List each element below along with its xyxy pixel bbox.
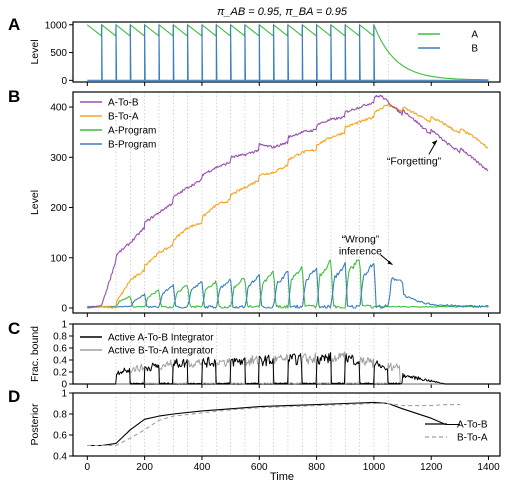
y-tick-label: 0.6 <box>53 344 67 355</box>
y-tick-label: 0.6 <box>53 431 67 442</box>
y-tick-label: 0.4 <box>53 452 67 463</box>
plot-frame <box>72 323 501 385</box>
plot-frame <box>72 392 501 457</box>
x-tick-label: 1400 <box>477 462 500 473</box>
x-tick-label: 600 <box>251 462 268 473</box>
panel-letter-D: D <box>8 387 20 406</box>
legend-label: A <box>471 30 478 41</box>
y-axis-label: Level <box>29 39 41 64</box>
panel-letter-A: A <box>8 15 20 34</box>
plot-frame <box>72 91 501 314</box>
figure-title: π_AB = 0.95, π_BA = 0.95 <box>217 6 348 18</box>
panel-D: D 0.4 0.6 0.8 1 Posterior 0 200 400 600 800 1000 12… <box>8 387 501 473</box>
y-tick-label: 1000 <box>45 20 68 31</box>
x-tick-label: 0 <box>85 462 91 473</box>
y-tick-label: 0.8 <box>53 332 67 343</box>
annotation-forgetting: “Forgetting” <box>387 155 442 167</box>
y-tick-label: 200 <box>50 203 67 214</box>
series-b-program-line <box>87 261 489 309</box>
series-b-to-a-posterior-line <box>87 402 460 447</box>
y-axis-label: Posterior <box>29 403 41 446</box>
annotation-wrong-inference: “Wrong” <box>342 234 380 246</box>
y-tick-label: 100 <box>50 253 67 264</box>
series-B-line <box>87 24 489 81</box>
y-tick-label: 400 <box>50 103 67 114</box>
x-tick-label: 800 <box>308 462 325 473</box>
y-tick-label: 1 <box>61 320 67 331</box>
y-tick-label: 0 <box>61 380 67 391</box>
legend-label: A-Program <box>108 126 156 137</box>
legend-label: B <box>471 44 478 55</box>
panel-B: B 0 100 200 300 400 Level A-To-B B-To-A A-Progra… <box>8 87 501 317</box>
y-axis-label: Frac. bound <box>29 326 41 382</box>
y-tick-label: 0 <box>61 303 67 314</box>
x-tick-label: 400 <box>194 462 211 473</box>
y-tick-label: 0 <box>61 76 67 87</box>
legend-label: B-Program <box>108 140 156 151</box>
legend-label: B-To-A <box>108 112 139 123</box>
panel-C: C 00.20.40.60.81 Frac. bound Active A-To-B… <box>8 319 501 391</box>
y-tick-label: 500 <box>50 48 67 59</box>
y-tick-label: 0.4 <box>53 356 67 367</box>
annotation-arrowhead <box>387 260 393 265</box>
legend-label: A-To-B <box>108 98 139 109</box>
series-b-to-a-line <box>87 103 489 309</box>
x-tick-label: 1200 <box>420 462 443 473</box>
panel-letter-B: B <box>8 87 20 106</box>
legend-label: B-To-A <box>457 433 488 444</box>
series-active-b-to-a-line <box>87 351 488 385</box>
series-active-a-to-b-line <box>87 352 488 385</box>
y-tick-label: 0.2 <box>53 368 67 379</box>
legend-label: A-To-B <box>457 420 488 431</box>
annotation-wrong-inference: inference <box>339 246 382 258</box>
y-tick-label: 1 <box>61 389 67 400</box>
panel-letter-C: C <box>8 319 20 338</box>
x-tick-label: 1000 <box>363 462 386 473</box>
y-axis-label: Level <box>29 190 41 215</box>
legend-label: Active A-To-B Integrator <box>108 333 214 344</box>
series-a-to-b-posterior-line <box>87 401 460 447</box>
legend-label: Active B-To-A Integrator <box>108 346 214 357</box>
x-axis-label: Time <box>270 471 294 483</box>
y-tick-label: 0.8 <box>53 410 67 421</box>
annotation-arrowhead <box>431 140 437 146</box>
x-tick-label: 200 <box>136 462 153 473</box>
series-a-to-b-line <box>87 94 489 309</box>
plot-frame <box>72 21 501 83</box>
y-tick-label: 300 <box>50 153 67 164</box>
series-a-program-line <box>86 259 489 309</box>
